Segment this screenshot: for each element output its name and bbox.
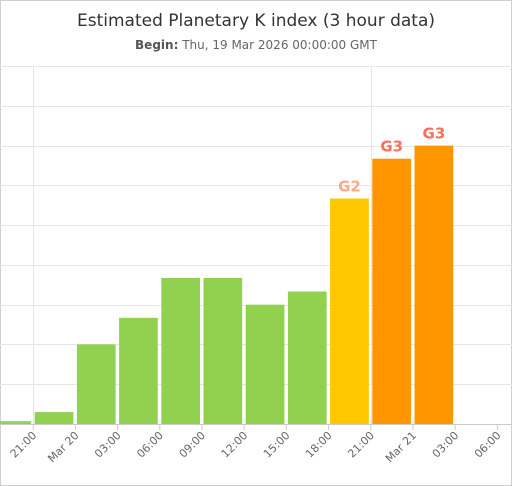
begin-label: Begin: [135, 38, 179, 52]
x-tick-label: 06:00 [472, 429, 504, 461]
x-tick-label: Mar 20 [45, 429, 81, 465]
kp-bar [0, 421, 32, 424]
x-tick-label: 03:00 [430, 429, 462, 461]
chart-title: Estimated Planetary K index (3 hour data… [76, 11, 436, 31]
begin-value: Thu, 19 Mar 2026 00:00:00 GMT [182, 38, 377, 52]
kp-bar [203, 278, 243, 424]
kp-bar [414, 145, 454, 424]
x-tick-label: 18:00 [303, 429, 335, 461]
x-tick-label: 03:00 [92, 429, 124, 461]
kp-bar [119, 317, 158, 424]
kp-bar [161, 278, 200, 424]
x-tick-label: 21:00 [345, 429, 377, 461]
chart-subtitle: Begin: Thu, 19 Mar 2026 00:00:00 GMT [0, 38, 512, 52]
storm-level-label: G2 [338, 178, 361, 196]
storm-level-label: G3 [423, 125, 446, 143]
kp-bar [245, 304, 285, 424]
x-tick-label: 12:00 [219, 429, 251, 461]
x-tick-label: Mar 21 [383, 429, 419, 465]
kp-bar [330, 198, 369, 424]
x-tick-label: 06:00 [134, 429, 166, 461]
kp-bar [372, 158, 411, 424]
kp-bar [287, 291, 327, 424]
storm-level-label: G3 [380, 138, 403, 156]
x-tick-label: 15:00 [261, 429, 293, 461]
kp-bar [76, 344, 116, 424]
x-tick-label: 09:00 [177, 429, 209, 461]
kp-bar [34, 412, 74, 424]
x-tick-label: 21:00 [8, 429, 40, 461]
